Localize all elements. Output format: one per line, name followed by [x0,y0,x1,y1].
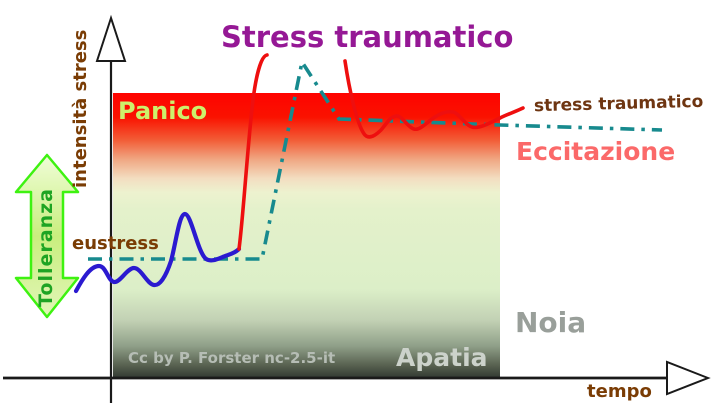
curve-label-eustress: eustress [72,233,159,254]
license-watermark: Cc by P. Forster nc-2.5-it [128,349,336,367]
trauma-red-spike-curve [237,53,269,251]
y-axis-label: intensità stress [70,29,91,188]
trauma-red-wave-curve [343,59,525,139]
y-axis-arrowhead-icon [95,14,127,62]
tolerance-range-arrow-icon [14,153,80,319]
diagram-title: Stress traumatico [221,20,514,54]
x-axis-arrowhead-icon [666,360,711,396]
zone-label-apatia: Apatia [396,343,488,372]
eustress-blue-curve [73,211,242,294]
x-axis-label: tempo [587,381,652,402]
tolerance-arrow-label: Tolleranza [35,188,57,307]
zone-label-eccitazione: Eccitazione [516,137,676,166]
zone-label-panico: Panico [118,97,208,125]
baseline-teal-curve [88,57,663,261]
zone-label-noia: Noia [515,306,587,339]
